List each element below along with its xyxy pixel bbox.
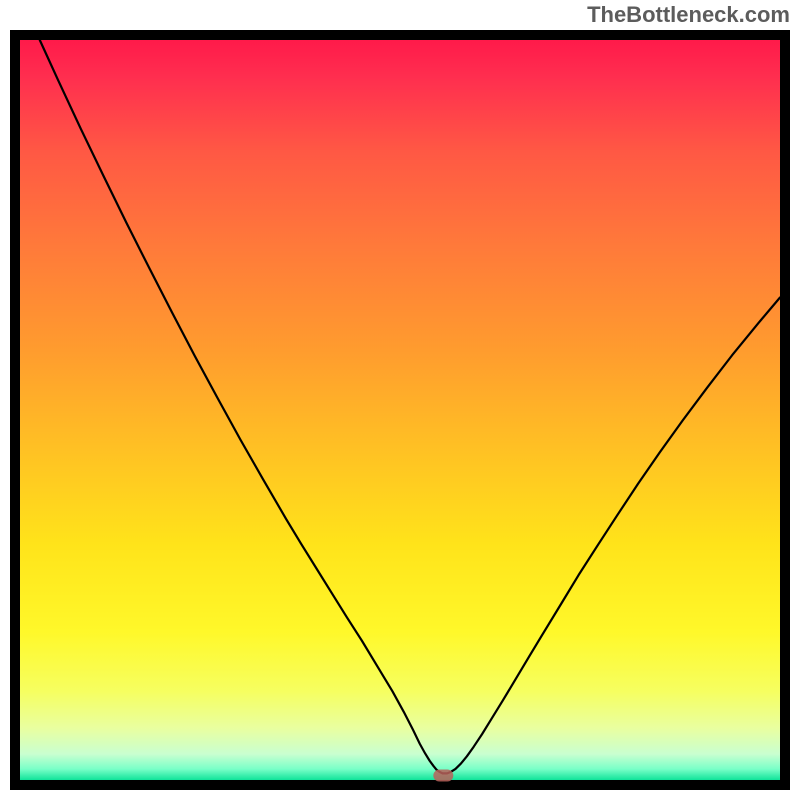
chart-container: TheBottleneck.com [0,0,800,800]
watermark-text: TheBottleneck.com [587,2,790,28]
optimum-marker [0,0,800,800]
